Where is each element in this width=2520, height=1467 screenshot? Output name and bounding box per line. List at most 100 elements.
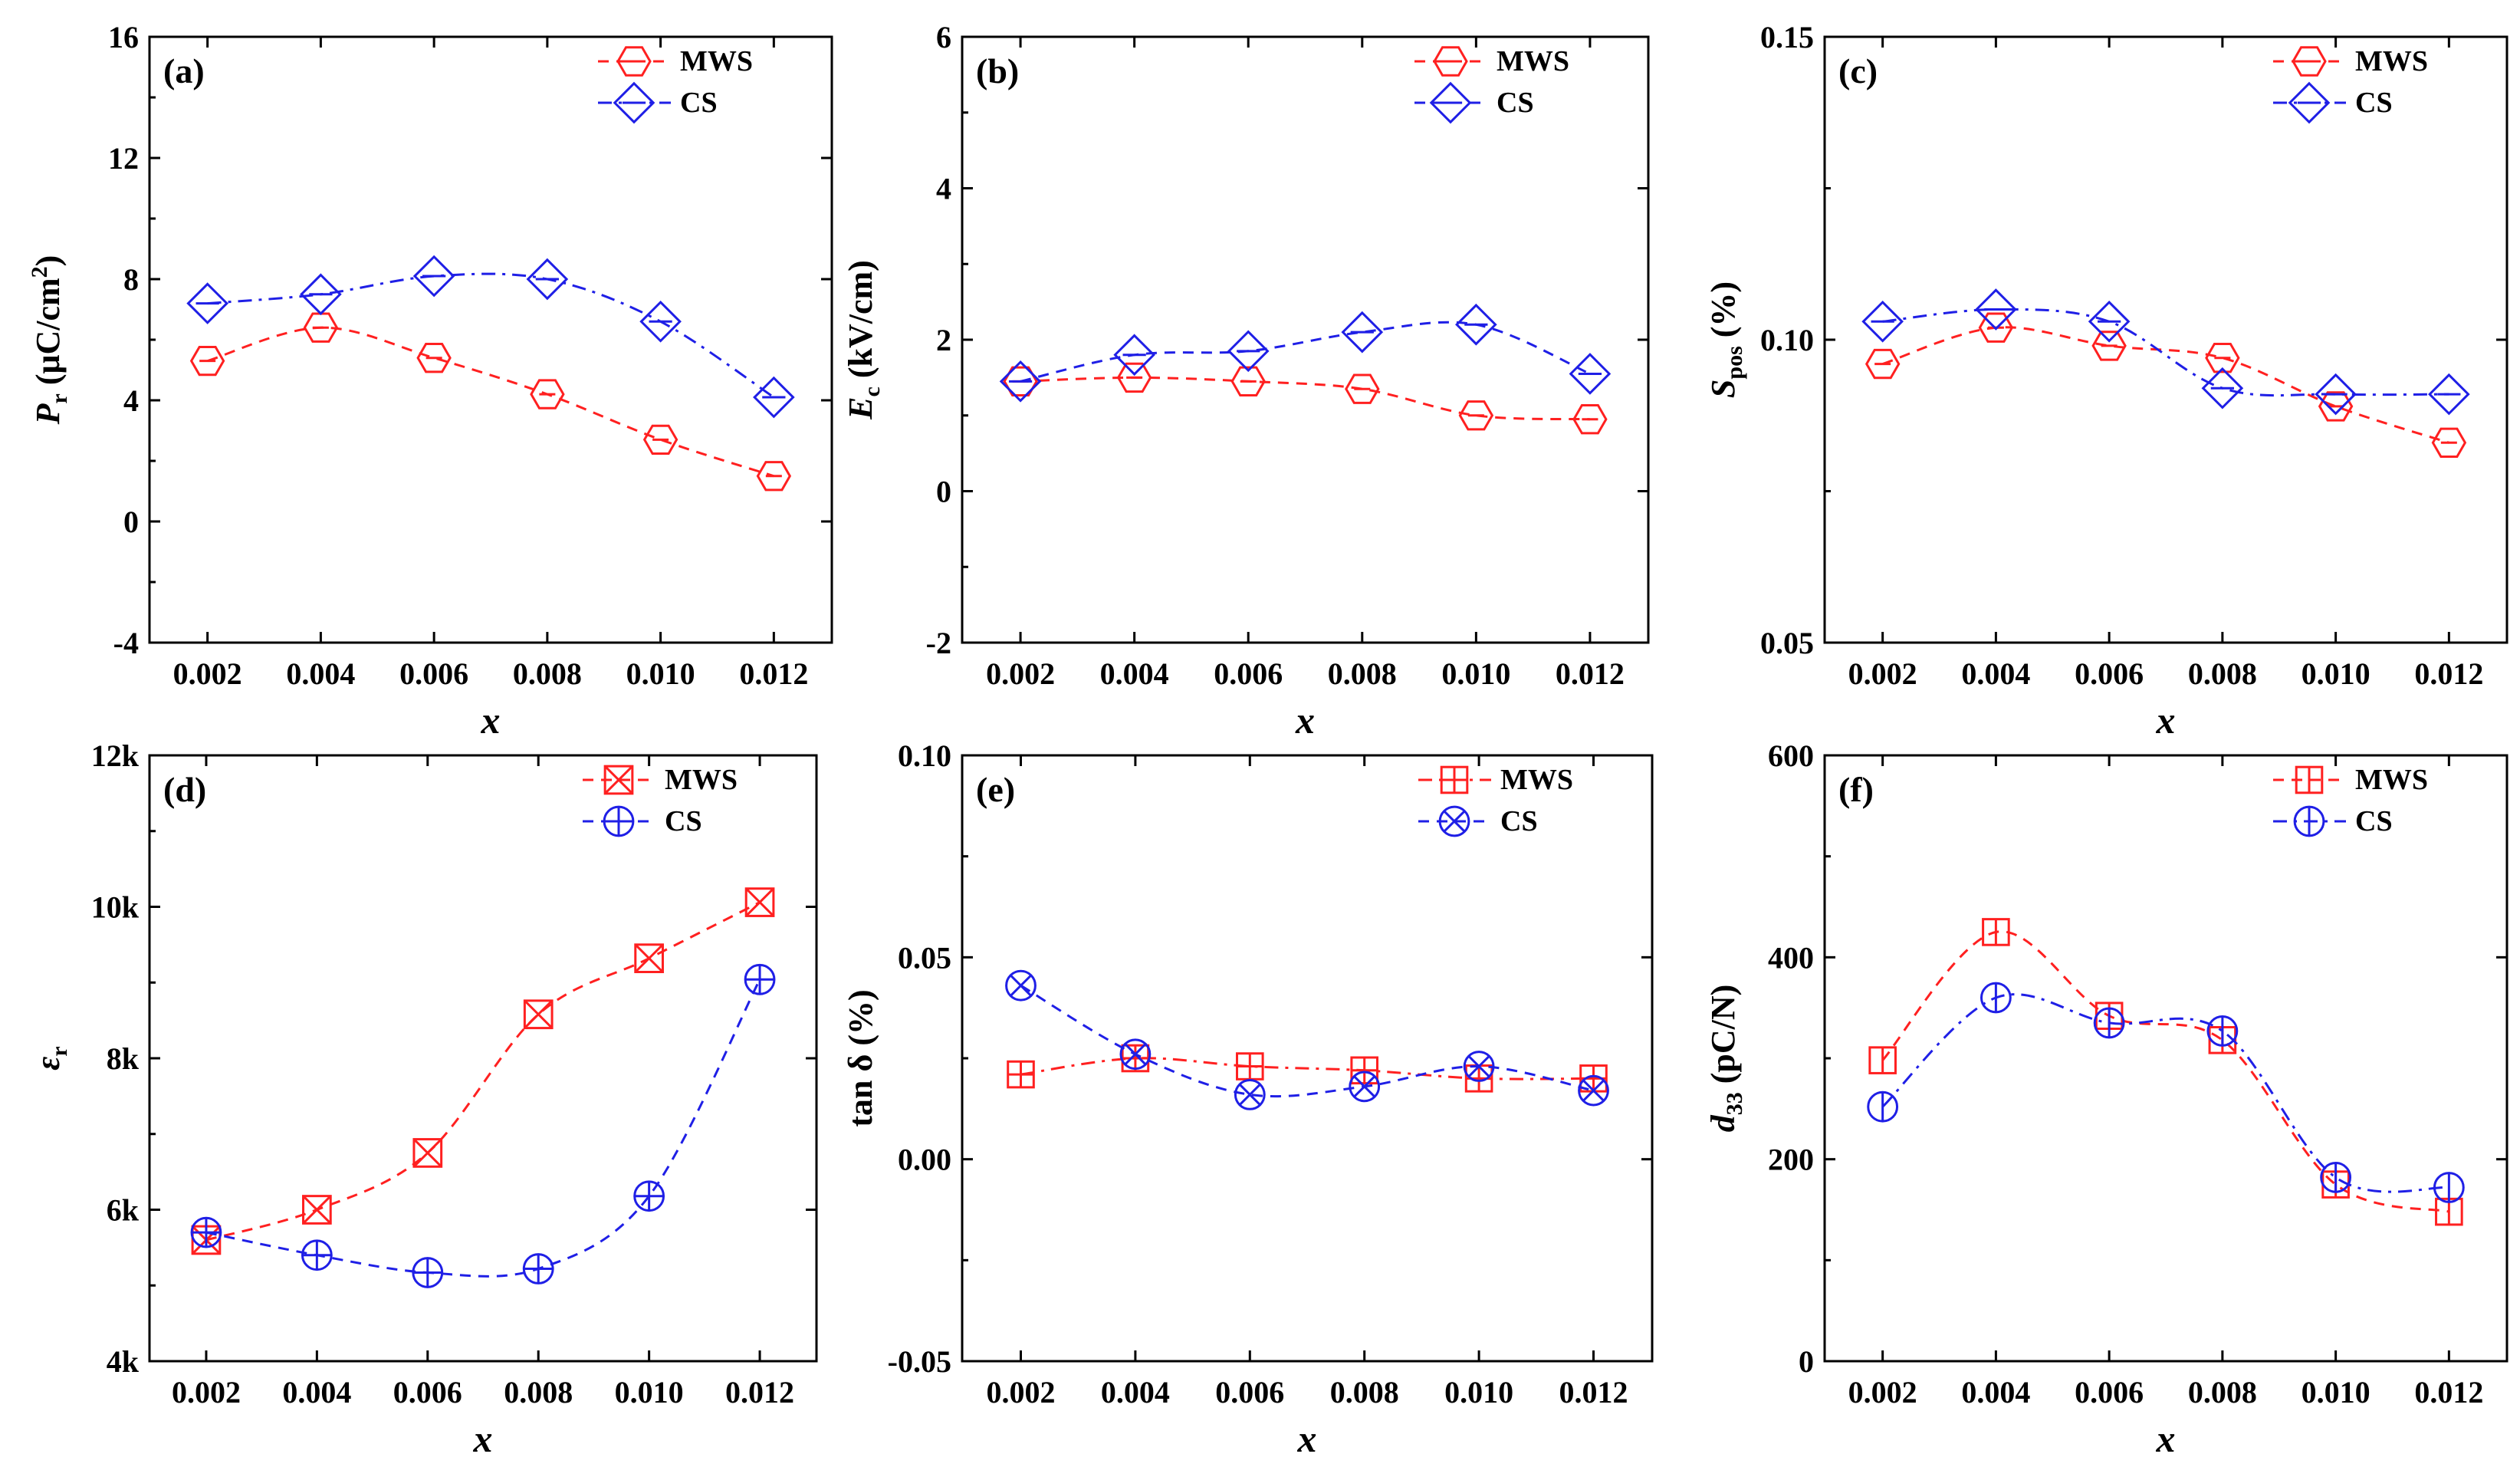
series-cs: [1861, 288, 2470, 416]
x-tick-label: 0.004: [1100, 656, 1169, 691]
y-tick-label: 8: [123, 262, 139, 297]
data-point: [1867, 1090, 1899, 1123]
x-tick-label: 0.008: [1328, 656, 1397, 691]
plot-frame: [961, 35, 1650, 644]
data-point: [1865, 348, 1901, 380]
data-point: [2093, 1007, 2125, 1039]
legend-entry: CS: [1418, 805, 1538, 837]
data-point: [1572, 404, 1608, 435]
x-tick-label: 0.002: [987, 1375, 1056, 1409]
plot-frame: [1823, 35, 2509, 644]
y-tick-label: 0.10: [898, 738, 951, 773]
y-tick-label: 4k: [107, 1344, 140, 1379]
x-tick-label: 0.008: [504, 1375, 573, 1409]
y-axis-label: Ec (kV/cm): [842, 260, 885, 420]
y-tick-label: 0.05: [1760, 626, 1814, 660]
legend-entry: CS: [2273, 805, 2393, 837]
chart-panel: 0.05 0.10 0.15 0.002 0.004 0.006 0.008 0.010 0.0…: [1704, 20, 2509, 742]
y-tick-label: 12: [108, 141, 139, 176]
data-point: [302, 1195, 332, 1225]
y-tick-label: 12k: [91, 738, 140, 773]
data-point: [412, 1138, 443, 1168]
x-axis-label: x: [473, 1417, 493, 1460]
y-tick-label: 10k: [91, 890, 140, 925]
legend-entry: CS: [598, 81, 718, 124]
x-tick-label: 0.002: [986, 656, 1055, 691]
legend-marker: [2293, 805, 2325, 837]
legend-label: CS: [2355, 87, 2393, 119]
legend-entry: MWS: [598, 45, 753, 77]
series-line: [1882, 308, 2449, 397]
x-tick-label: 0.012: [1556, 656, 1625, 691]
data-point: [412, 1257, 444, 1288]
series-cs: [1867, 982, 2465, 1203]
data-point: [2088, 300, 2131, 343]
y-tick-label: 8k: [107, 1041, 140, 1076]
series-line: [205, 901, 761, 1242]
x-tick-label: 0.008: [513, 656, 582, 691]
y-tick-label: 0.00: [898, 1143, 951, 1177]
series-cs: [190, 963, 776, 1288]
y-tick-label: 200: [1768, 1143, 1814, 1177]
plot-frame: [148, 35, 833, 644]
data-point: [1578, 1074, 1609, 1107]
data-point: [2318, 391, 2354, 422]
data-point: [1868, 1046, 1897, 1074]
data-point: [2201, 367, 2244, 410]
data-point: [1975, 288, 2017, 331]
plot-frame: [1823, 754, 2509, 1363]
y-axis-label: tan δ (%): [842, 989, 879, 1127]
x-axis-label: x: [1295, 699, 1315, 742]
legend-marker: [603, 765, 634, 795]
x-tick-label: 0.012: [725, 1375, 794, 1409]
x-tick-label: 0.004: [1101, 1375, 1170, 1409]
y-tick-label: 6: [936, 20, 951, 54]
x-tick-label: 0.010: [2302, 1375, 2371, 1409]
x-tick-label: 0.006: [1214, 656, 1283, 691]
legend-entry: MWS: [583, 764, 738, 796]
data-point: [186, 282, 228, 324]
data-point: [2320, 1161, 2352, 1193]
data-point: [1861, 300, 1904, 343]
chart-panel: -2 0 2 4 6 0.002 0.004 0.006 0.008 0.010 0.012 x Ec …: [842, 20, 1650, 742]
data-point: [1458, 400, 1494, 431]
series-mws: [191, 887, 775, 1255]
legend-entry: MWS: [1418, 764, 1573, 796]
legend-entry: CS: [1414, 81, 1534, 124]
series-line: [1882, 326, 2449, 444]
data-point: [189, 346, 225, 377]
x-tick-label: 0.004: [1961, 656, 2030, 691]
series-line: [1881, 993, 2449, 1193]
legend-label: MWS: [665, 764, 738, 796]
data-point: [523, 999, 554, 1030]
x-tick-label: 0.002: [172, 1375, 241, 1409]
legend-marker: [2295, 765, 2324, 794]
series-line: [1881, 930, 2449, 1213]
y-axis-label: εr: [29, 1046, 72, 1070]
data-point: [2315, 373, 2357, 416]
legend-label: CS: [665, 805, 702, 837]
data-point: [1119, 1038, 1152, 1071]
data-point: [1121, 1044, 1150, 1073]
series-mws: [1003, 362, 1608, 435]
legend-label: MWS: [680, 45, 753, 77]
data-point: [530, 379, 565, 410]
data-point: [1005, 969, 1037, 1002]
legend-marker: [603, 805, 635, 837]
x-tick-label: 0.006: [2075, 1375, 2144, 1409]
y-tick-label: 2: [936, 323, 951, 357]
series-cs: [186, 255, 795, 419]
legend-marker: [613, 81, 655, 124]
x-tick-label: 0.010: [2302, 656, 2371, 691]
legend-label: CS: [680, 87, 718, 119]
y-tick-label: 0.15: [1760, 20, 1814, 54]
data-point: [1455, 303, 1497, 346]
data-point: [753, 376, 795, 419]
legend-entry: MWS: [1414, 45, 1569, 77]
series-cs: [1005, 969, 1609, 1110]
data-point: [744, 887, 775, 917]
data-point: [2431, 427, 2467, 458]
panel-label: (b): [976, 51, 1019, 90]
y-tick-label: 600: [1768, 738, 1814, 773]
legend-entry: MWS: [2273, 764, 2428, 796]
